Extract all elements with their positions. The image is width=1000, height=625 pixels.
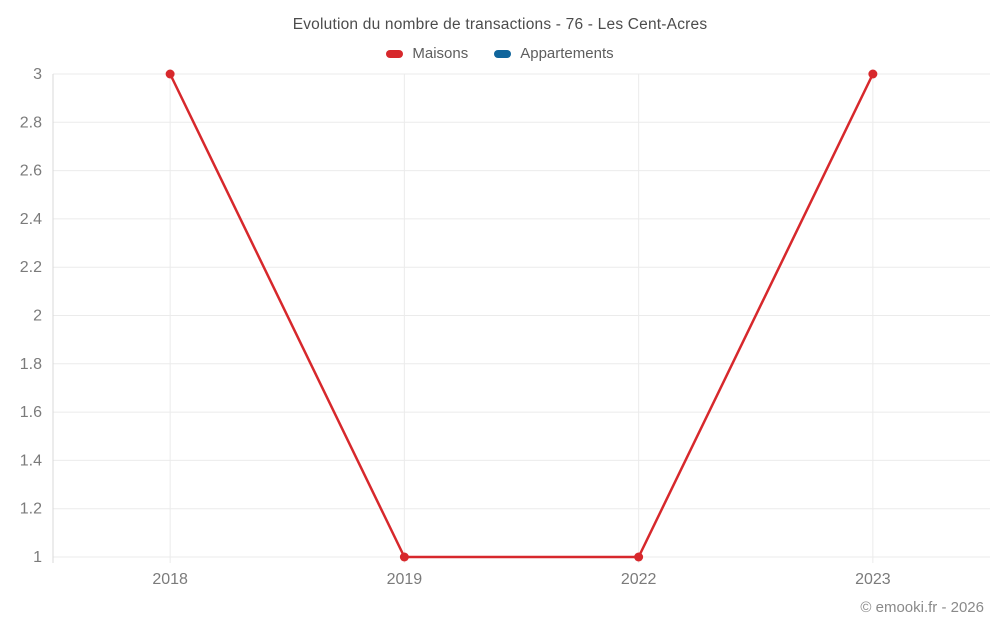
maisons-legend-swatch-icon	[386, 49, 404, 58]
copyright-footer: © emooki.fr - 2026	[860, 599, 984, 616]
y-axis-tick-label: 2	[33, 308, 42, 325]
data-point-maisons[interactable]	[399, 552, 409, 562]
y-axis-tick-label: 1	[33, 549, 42, 566]
y-axis-tick-label: 2.6	[20, 163, 42, 180]
chart-legend: Maisons Appartements	[0, 45, 1000, 62]
legend-label-maisons: Maisons	[412, 45, 469, 62]
x-axis-tick-label: 2019	[387, 571, 423, 588]
legend-item-appartements[interactable]: Appartements	[494, 45, 614, 62]
y-axis-tick-label: 3	[33, 66, 42, 83]
data-point-maisons[interactable]	[165, 69, 175, 79]
chart-title: Evolution du nombre de transactions - 76…	[292, 16, 708, 33]
y-axis-tick-label: 1.4	[20, 452, 42, 469]
x-axis-tick-label: 2022	[621, 571, 657, 588]
legend-label-appartements: Appartements	[520, 45, 614, 62]
y-axis-tick-label: 1.6	[20, 404, 42, 421]
y-axis-tick-label: 2.8	[20, 114, 42, 131]
appartements-legend-swatch-icon	[494, 49, 512, 58]
y-axis-tick-label: 2.2	[20, 259, 42, 276]
data-point-maisons[interactable]	[634, 552, 644, 562]
data-point-maisons[interactable]	[868, 69, 878, 79]
y-axis-tick-label: 1.8	[20, 356, 42, 373]
y-axis-tick-label: 2.4	[20, 211, 42, 228]
series-line-maisons[interactable]	[168, 72, 875, 559]
legend-item-maisons[interactable]: Maisons	[386, 45, 468, 62]
y-axis-tick-label: 1.2	[20, 501, 42, 518]
x-axis-tick-label: 2023	[855, 571, 891, 588]
x-axis-tick-label: 2018	[152, 571, 188, 588]
